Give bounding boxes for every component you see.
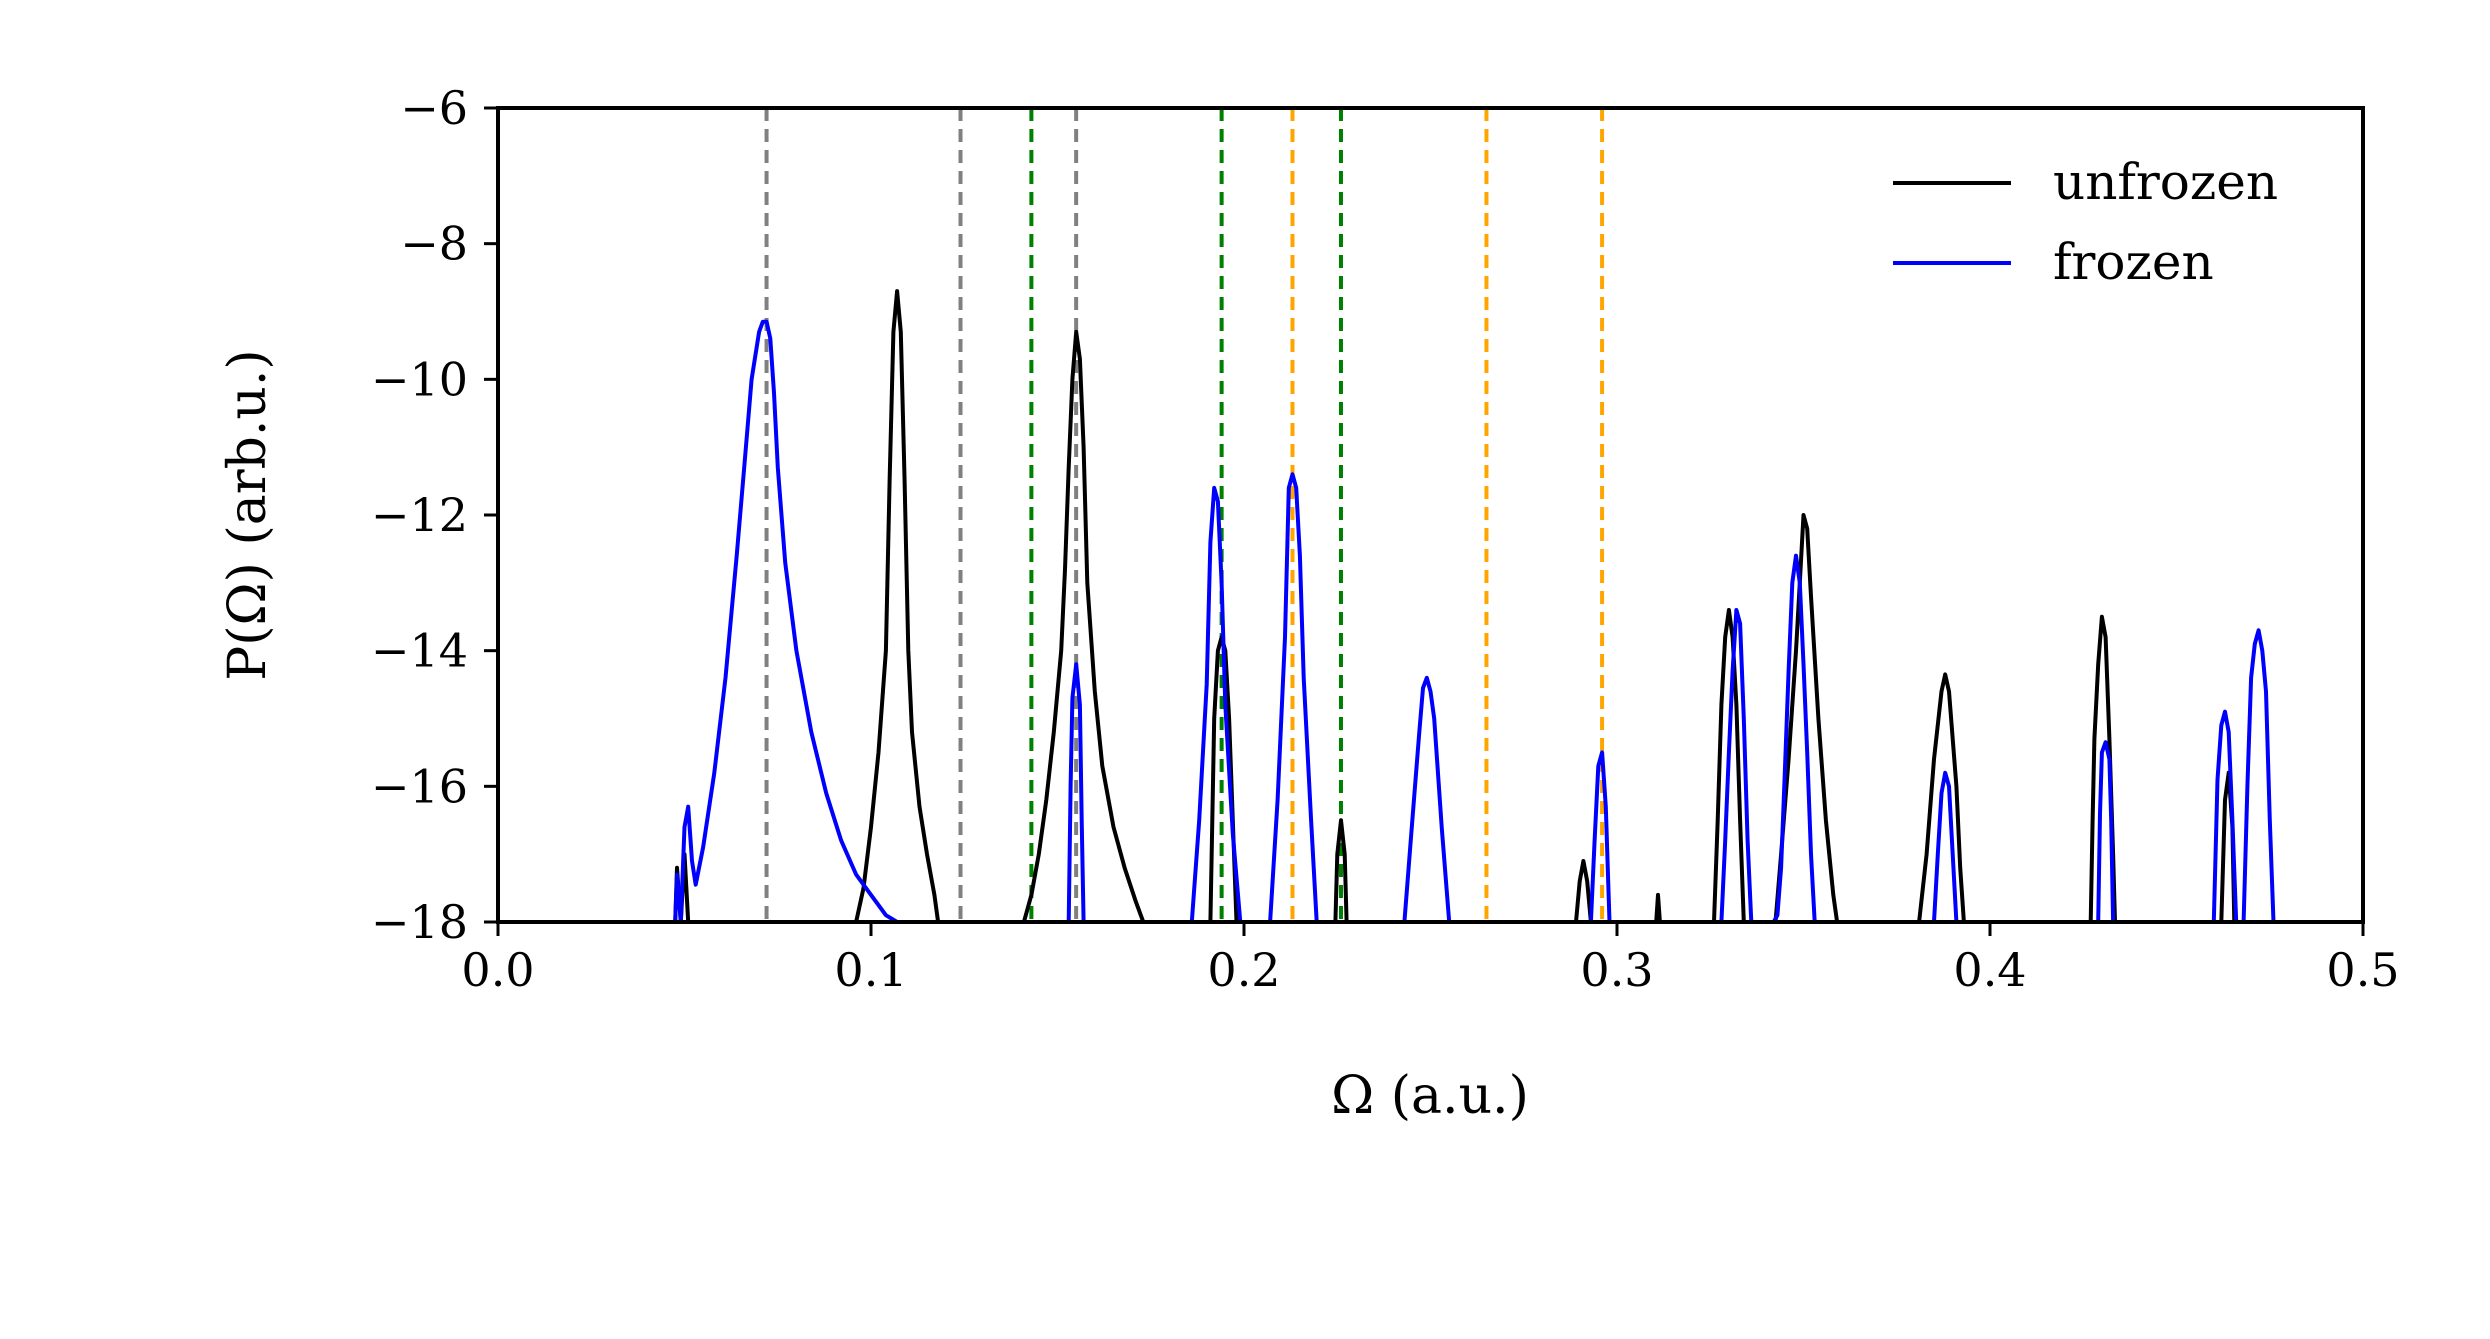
- series-layer: [673, 289, 2276, 922]
- y-tick-label: −18: [371, 895, 468, 949]
- y-tick-label: −8: [400, 217, 468, 271]
- x-tick-label: 0.3: [1580, 943, 1653, 997]
- legend-label-frozen: frozen: [2053, 233, 2214, 291]
- y-tick-label: −16: [371, 759, 468, 813]
- y-tick-label: −14: [371, 624, 468, 678]
- y-tick-label: −12: [371, 488, 468, 542]
- x-tick-label: 0.2: [1207, 943, 1280, 997]
- legend-label-unfrozen: unfrozen: [2053, 153, 2278, 211]
- x-axis: 0.0 0.1 0.2 0.3 0.4 0.5: [461, 922, 2400, 997]
- legend: unfrozen frozen: [1893, 153, 2278, 291]
- x-axis-label: Ω (a.u.): [1331, 1066, 1529, 1126]
- x-tick-label: 0.1: [834, 943, 907, 997]
- y-tick-label: −10: [371, 352, 468, 406]
- y-tick-label: −6: [400, 81, 468, 135]
- series-line-unfrozen: [673, 289, 2237, 922]
- y-axis: −6 −8 −10 −12 −14 −16 −18: [371, 81, 498, 949]
- series-line-frozen: [673, 319, 2276, 922]
- reference-lines: [764, 108, 1605, 922]
- x-tick-label: 0.5: [2326, 943, 2399, 997]
- plot-frame: [496, 106, 2365, 924]
- x-tick-label: 0.4: [1953, 943, 2026, 997]
- x-tick-label: 0.0: [461, 943, 534, 997]
- y-axis-label: P(Ω) (arb.u.): [218, 349, 278, 680]
